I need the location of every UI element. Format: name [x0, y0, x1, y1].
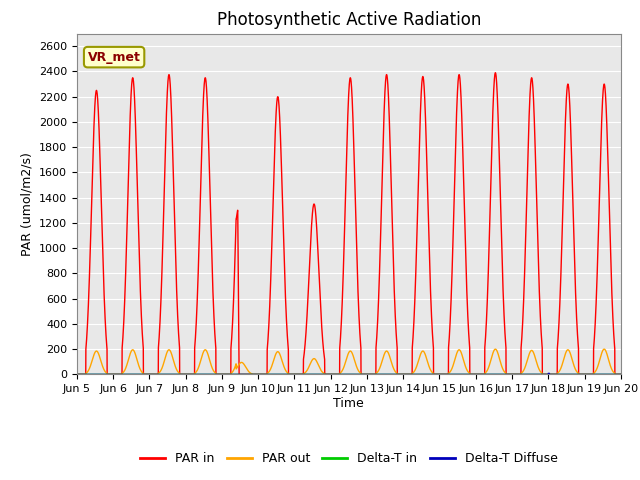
PAR in [617, 372, 625, 377]
Text: VR_met: VR_met [88, 51, 141, 64]
Delta-T in [255, 372, 263, 377]
Delta-T in [617, 372, 625, 377]
PAR out [492, 346, 499, 352]
PAR out [617, 372, 625, 377]
PAR in [450, 208, 458, 214]
Delta-T Diffuse [255, 372, 263, 377]
X-axis label: Time: Time [333, 397, 364, 410]
Delta-T Diffuse [545, 371, 552, 376]
Delta-T in [131, 372, 138, 377]
PAR in [131, 94, 138, 100]
PAR in [335, 372, 343, 377]
Delta-T in [450, 372, 458, 377]
Legend: PAR in, PAR out, Delta-T in, Delta-T Diffuse: PAR in, PAR out, Delta-T in, Delta-T Dif… [135, 447, 563, 470]
Delta-T in [335, 372, 343, 377]
Delta-T in [139, 372, 147, 377]
Y-axis label: PAR (umol/m2/s): PAR (umol/m2/s) [20, 152, 33, 256]
PAR out [131, 349, 138, 355]
PAR in [255, 372, 263, 377]
PAR in [73, 372, 81, 377]
Delta-T Diffuse [139, 372, 147, 377]
Delta-T Diffuse [335, 372, 343, 377]
Line: PAR in: PAR in [77, 73, 621, 374]
PAR out [450, 360, 458, 366]
Delta-T Diffuse [73, 372, 81, 377]
PAR out [493, 349, 501, 355]
PAR out [335, 372, 343, 377]
Title: Photosynthetic Active Radiation: Photosynthetic Active Radiation [216, 11, 481, 29]
PAR in [492, 70, 499, 76]
Delta-T in [73, 372, 81, 377]
Line: PAR out: PAR out [77, 349, 621, 374]
Delta-T Diffuse [493, 372, 501, 377]
Line: Delta-T Diffuse: Delta-T Diffuse [77, 373, 621, 374]
PAR in [493, 95, 501, 101]
Delta-T Diffuse [131, 372, 138, 377]
Delta-T Diffuse [450, 372, 458, 377]
PAR out [139, 370, 147, 375]
PAR out [255, 372, 263, 377]
PAR out [73, 372, 81, 377]
Delta-T Diffuse [617, 372, 625, 377]
Delta-T in [493, 372, 501, 377]
PAR in [139, 333, 147, 338]
